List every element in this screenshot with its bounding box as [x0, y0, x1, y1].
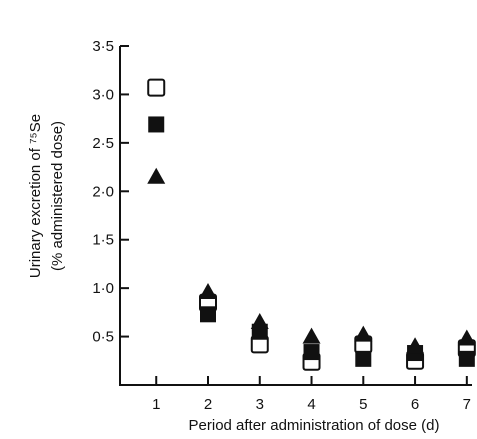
y-tick-label: 2·5 — [92, 135, 114, 152]
data-marks — [147, 78, 476, 371]
filled-triangle-point — [250, 313, 269, 330]
filled-triangle-point — [302, 327, 321, 344]
x-axis-label: Period after administration of dose (d) — [189, 417, 440, 434]
y-tick-label: 0·5 — [92, 329, 114, 346]
ticks: 3·5 3·0 2·5 2·0 1·5 1·0 0·5 1 2 3 4 5 6 7 — [92, 38, 471, 413]
filled-triangle-point — [457, 329, 476, 346]
x-tick-label: 5 — [359, 396, 367, 413]
filled-triangle-point — [354, 325, 373, 342]
axes — [119, 46, 472, 386]
x-tick-label: 3 — [256, 396, 264, 413]
open-square-point — [147, 78, 166, 97]
y-axis-label-line2: (% administered dose) — [49, 121, 66, 271]
y-tick-label: 1·0 — [92, 280, 114, 297]
x-tick-label: 7 — [463, 396, 471, 413]
filled-triangle-point — [406, 337, 425, 354]
x-tick-label: 4 — [307, 396, 315, 413]
y-tick-label: 1·5 — [92, 232, 114, 249]
x-tick-label: 2 — [204, 396, 212, 413]
y-tick-label: 3·0 — [92, 86, 114, 103]
filled-triangle-point — [147, 167, 166, 184]
filled-square-point — [458, 350, 475, 367]
filled-square-point — [303, 344, 320, 361]
filled-square-point — [355, 350, 372, 367]
y-axis-label-line1: Urinary excretion of ⁷⁵Se — [27, 114, 44, 278]
filled-triangle-point — [199, 283, 217, 300]
filled-square-point — [200, 306, 216, 323]
y-tick-label: 3·5 — [92, 38, 114, 55]
y-tick-label: 2·0 — [92, 183, 114, 200]
filled-square-point — [148, 116, 165, 133]
x-tick-label: 6 — [411, 396, 419, 413]
x-tick-label: 1 — [152, 396, 160, 413]
